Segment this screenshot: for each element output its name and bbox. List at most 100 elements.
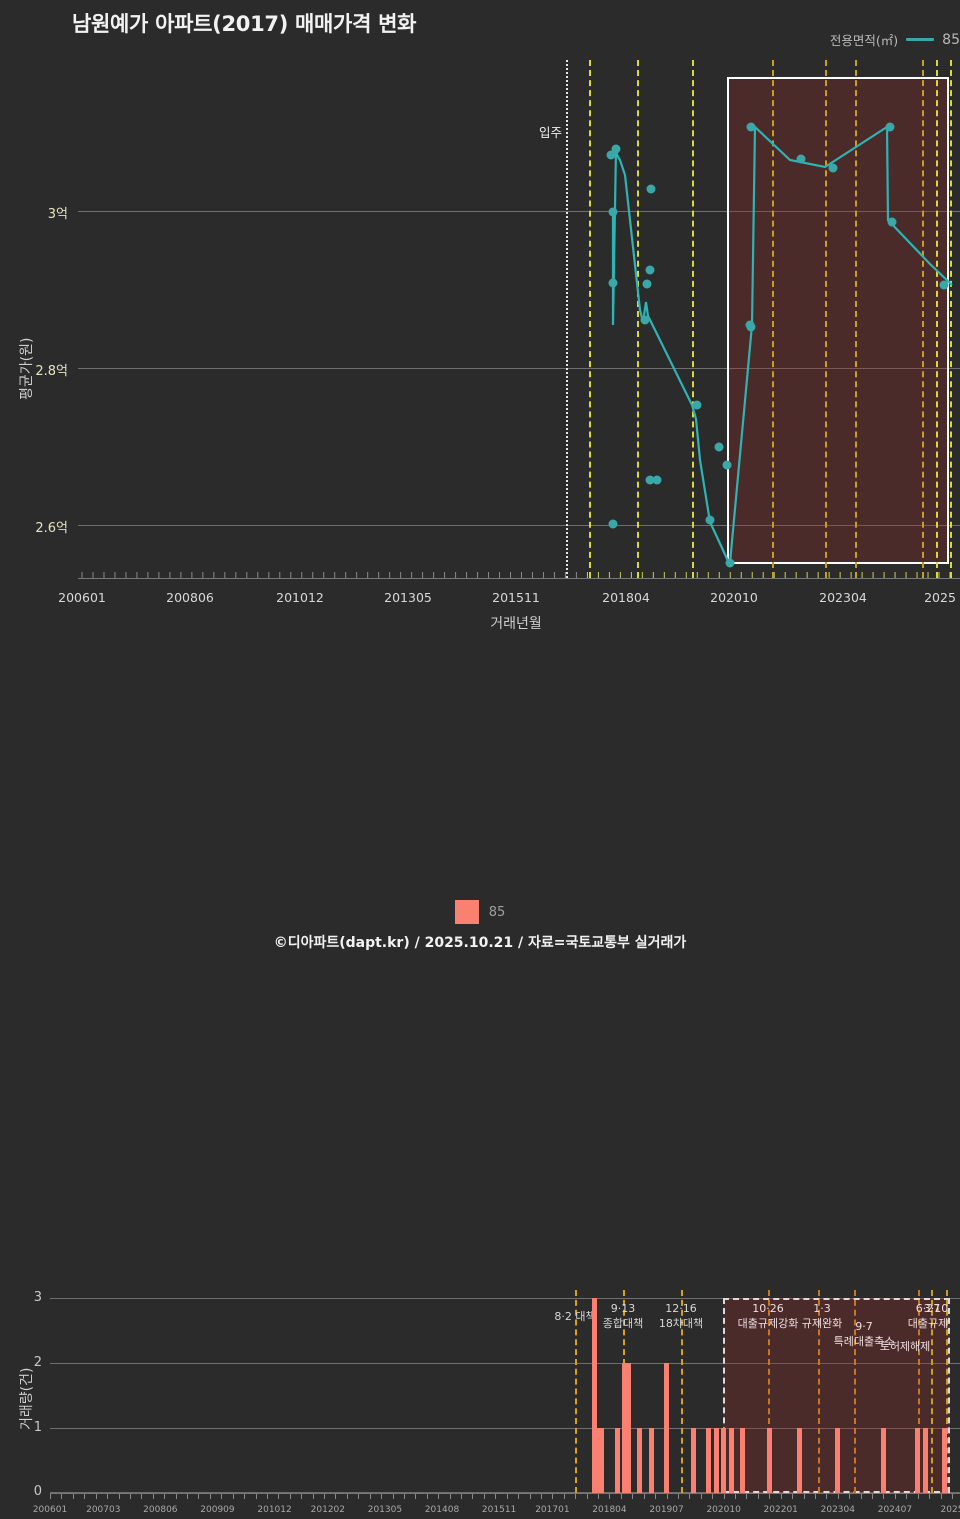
price-x-tick-4: 201511 — [492, 590, 540, 605]
tick-mark — [506, 1494, 508, 1499]
policy-line-1-3 — [825, 60, 827, 578]
tick-mark — [392, 1494, 394, 1499]
volume-x-tickmarks — [0, 1494, 960, 1500]
volume-x-tick: 201202 — [310, 1505, 346, 1515]
tick-mark — [84, 1494, 86, 1499]
tick-mark — [289, 1494, 291, 1499]
price-x-tick-5: 201804 — [602, 590, 650, 605]
tick-mark — [689, 1494, 691, 1499]
legend-line-swatch — [906, 38, 935, 41]
volume-y-tick-3: 3 — [33, 1290, 42, 1305]
price-x-tick-3: 201305 — [384, 590, 432, 605]
volume-x-tick: 200703 — [86, 1505, 121, 1515]
tick-mark — [232, 1494, 234, 1499]
policy-line-9-13 — [637, 60, 639, 578]
volume-x-tick: 201012 — [257, 1505, 292, 1515]
tick-mark — [780, 1494, 782, 1499]
gridline — [78, 368, 960, 369]
volume-bar — [740, 1428, 746, 1493]
policy-line-8-2 — [589, 60, 591, 578]
volume-bar — [599, 1428, 605, 1493]
annotation-9-13: 9·13 종합대책 — [603, 1302, 643, 1331]
volume-x-tick: 201804 — [592, 1505, 627, 1515]
volume-x-tick: 202201 — [763, 1505, 798, 1515]
price-x-tick-2: 201012 — [276, 590, 324, 605]
tick-mark — [575, 1494, 577, 1499]
tick-mark — [301, 1494, 303, 1499]
tick-mark — [929, 1494, 931, 1499]
volume-bar — [721, 1428, 727, 1493]
policy-line-extra — [950, 60, 952, 578]
tick-mark — [814, 1494, 816, 1499]
annotation-name: 대출규제강화 — [737, 1317, 799, 1330]
footer-credit: ©디아파트(dapt.kr) / 2025.10.21 / 자료=국토교통부 실… — [273, 935, 687, 951]
annotation-date: 9·13 — [610, 1302, 636, 1315]
price-polyline — [611, 124, 953, 565]
price-chart: 평균가(원) 3억 2.8억 2.6억 200601 200806 201012… — [0, 0, 960, 640]
legend-color-swatch — [454, 900, 479, 924]
tick-mark — [849, 1494, 851, 1499]
entry-marker-line — [566, 60, 568, 578]
tick-mark — [860, 1494, 862, 1499]
volume-x-tick: 202010 — [706, 1505, 741, 1515]
page-title: 남원예가 아파트(2017) 매매가격 변화 — [72, 12, 417, 36]
tick-mark — [620, 1494, 622, 1499]
tick-mark — [461, 1494, 463, 1499]
tick-mark — [438, 1494, 440, 1499]
top-legend: 전용면적(㎡) 85 — [830, 30, 960, 49]
volume-bar — [713, 1428, 719, 1493]
top-legend-value: 85 — [942, 31, 960, 48]
tick-mark — [540, 1494, 542, 1499]
tick-mark — [483, 1494, 485, 1499]
annotation-date: 9·7 — [855, 1320, 873, 1333]
policy-line-3-10 — [922, 60, 924, 578]
tick-mark — [129, 1494, 131, 1499]
tick-mark — [324, 1494, 326, 1499]
entry-marker-label: 입주 — [538, 125, 562, 140]
annotation-name: 대출규제 — [907, 1317, 949, 1330]
volume-bar — [728, 1428, 734, 1493]
tick-mark — [95, 1494, 97, 1499]
tick-mark — [518, 1494, 520, 1499]
tick-mark — [917, 1494, 919, 1499]
tick-mark — [803, 1494, 805, 1499]
volume-bar — [797, 1428, 803, 1493]
annotation-name: 토허제해제 — [879, 1340, 931, 1353]
tick-mark — [735, 1494, 737, 1499]
tick-mark — [415, 1494, 417, 1499]
tick-mark — [883, 1494, 885, 1499]
tick-mark — [50, 1494, 51, 1499]
volume-chart: 거래량(건) 3 2 1 0 8·2 대책 9·13 종합대책 — [0, 640, 960, 1515]
tick-mark — [712, 1494, 714, 1499]
price-y-tick-0: 3억 — [47, 207, 68, 222]
policy-line-9-7 — [855, 60, 857, 578]
tick-mark — [221, 1494, 223, 1499]
tick-mark — [164, 1494, 166, 1499]
price-y-tick-2: 2.6억 — [35, 521, 68, 536]
tick-mark — [952, 1494, 953, 1499]
price-x-tick-6: 202010 — [710, 590, 758, 605]
volume-x-tick: 201511 — [481, 1505, 517, 1515]
volume-bar — [835, 1428, 841, 1493]
volume-y-tick-2: 2 — [33, 1355, 42, 1370]
tick-mark — [175, 1494, 177, 1499]
tick-mark — [563, 1494, 565, 1499]
annotation-3-10-name: 토허제해제 — [880, 1338, 931, 1354]
volume-bar — [664, 1363, 670, 1493]
tick-mark — [403, 1494, 405, 1499]
volume-bar — [766, 1428, 772, 1493]
tick-mark — [940, 1494, 942, 1499]
tick-mark — [358, 1494, 360, 1499]
price-x-tick-1: 200806 — [166, 590, 214, 605]
tick-mark — [586, 1494, 588, 1499]
tick-mark — [107, 1494, 109, 1499]
volume-bar — [625, 1363, 631, 1493]
tick-mark — [632, 1494, 634, 1499]
top-legend-label: 전용면적(㎡) — [829, 33, 899, 48]
annotation-date: 12·16 — [665, 1302, 697, 1315]
volume-x-tick: 201408 — [424, 1505, 460, 1515]
tick-mark — [312, 1494, 314, 1499]
price-x-tickmarks — [81, 572, 951, 578]
tick-mark — [72, 1494, 74, 1499]
policy-line-10-26 — [772, 60, 774, 578]
